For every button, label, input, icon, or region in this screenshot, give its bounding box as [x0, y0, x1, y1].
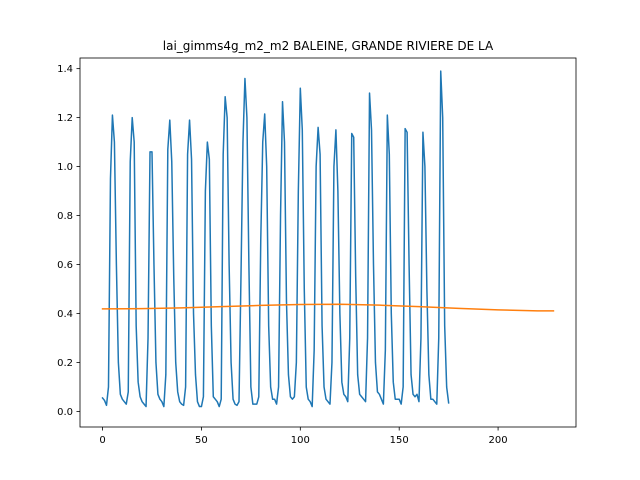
- series-layer: [101, 70, 555, 408]
- x-tick-label: 200: [489, 435, 508, 446]
- y-tick-label: 1.0: [57, 162, 73, 173]
- y-tick-label: 1.4: [57, 64, 73, 75]
- y-tick-label: 1.2: [57, 113, 73, 124]
- y-tick-label: 0.8: [57, 211, 73, 222]
- chart-title: lai_gimms4g_m2_m2 BALEINE, GRANDE RIVIER…: [163, 39, 494, 53]
- y-tick-label: 0.4: [57, 309, 73, 320]
- x-tick-label: 100: [291, 435, 310, 446]
- x-tick-label: 50: [195, 435, 208, 446]
- series-line-1: [101, 70, 450, 408]
- plot-frame: [79, 57, 577, 428]
- x-axis: 0 50 100 150 200: [99, 427, 508, 446]
- y-tick-label: 0.6: [57, 260, 73, 271]
- x-tick-label: 0: [99, 435, 105, 446]
- y-tick-label: 0.0: [57, 407, 73, 418]
- y-tick-label: 0.2: [57, 358, 73, 369]
- y-axis: 0.0 0.2 0.4 0.6 0.8 1.0 1.2 1.4: [57, 64, 80, 418]
- x-tick-label: 150: [390, 435, 409, 446]
- series-line-2: [101, 303, 555, 312]
